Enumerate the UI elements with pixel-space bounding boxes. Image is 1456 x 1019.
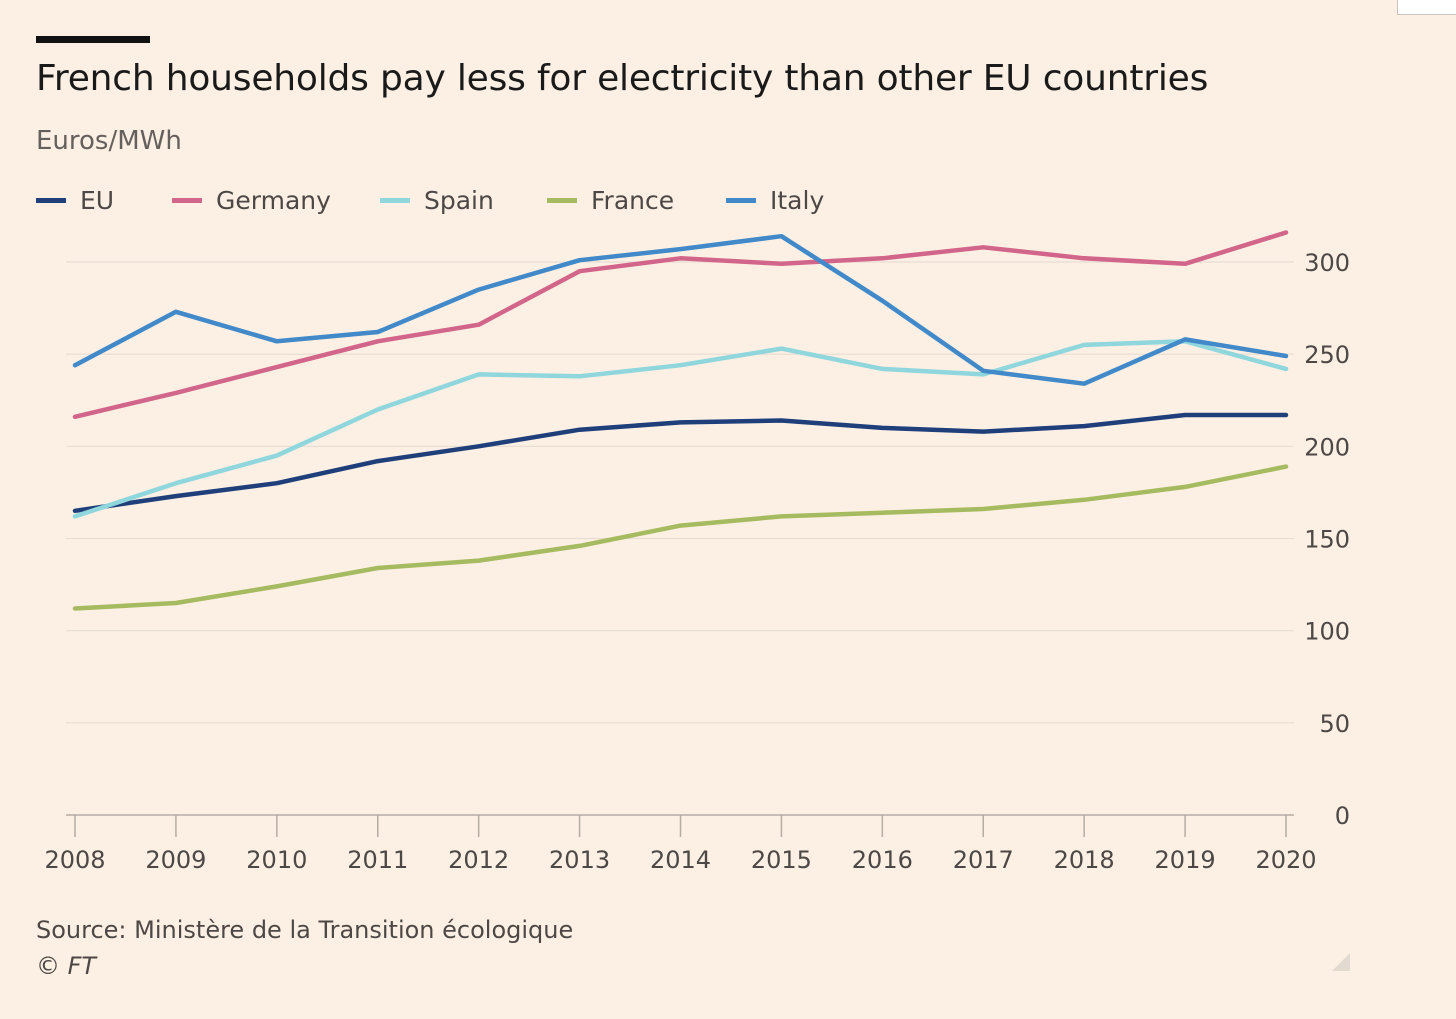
legend-label-eu: EU bbox=[80, 186, 115, 215]
legend-swatch-germany bbox=[172, 198, 202, 203]
header-rule bbox=[36, 36, 150, 43]
x-tick-label-2018: 2018 bbox=[1054, 846, 1115, 874]
y-tick-label-300: 300 bbox=[1304, 249, 1350, 277]
x-tick-label-2016: 2016 bbox=[852, 846, 913, 874]
x-tick-label-2010: 2010 bbox=[246, 846, 307, 874]
y-tick-label-200: 200 bbox=[1304, 433, 1350, 461]
y-tick-label-150: 150 bbox=[1304, 526, 1350, 554]
x-tick-label-2013: 2013 bbox=[549, 846, 610, 874]
series-line-italy bbox=[72, 233, 1289, 386]
y-tick-label-250: 250 bbox=[1304, 341, 1350, 369]
source-note: Source: Ministère de la Transition écolo… bbox=[36, 916, 574, 944]
series-line-germany bbox=[72, 230, 1289, 420]
legend-swatch-france bbox=[547, 198, 577, 203]
x-tick-label-2015: 2015 bbox=[751, 846, 812, 874]
x-tick-label-2011: 2011 bbox=[347, 846, 408, 874]
series-line-eu bbox=[72, 412, 1289, 514]
y-tick-label-50: 50 bbox=[1319, 710, 1350, 738]
legend-label-france: France bbox=[591, 186, 675, 215]
x-tick-label-2014: 2014 bbox=[650, 846, 711, 874]
y-tick-label-0: 0 bbox=[1335, 802, 1350, 830]
copyright-credit: © FT bbox=[36, 952, 97, 980]
x-tick-label-2019: 2019 bbox=[1155, 846, 1216, 874]
resize-grip-icon[interactable] bbox=[1332, 953, 1350, 971]
window-corner-box bbox=[1397, 0, 1456, 15]
legend-swatch-eu bbox=[36, 198, 66, 203]
x-tick-label-2009: 2009 bbox=[145, 846, 206, 874]
legend-swatch-italy bbox=[726, 198, 756, 203]
legend-swatch-spain bbox=[380, 198, 410, 203]
legend-label-italy: Italy bbox=[770, 186, 825, 215]
series-line-spain bbox=[72, 339, 1289, 519]
x-tick-label-2020: 2020 bbox=[1255, 846, 1316, 874]
series-line-france bbox=[72, 464, 1289, 611]
legend-label-germany: Germany bbox=[216, 186, 331, 215]
x-tick-label-2008: 2008 bbox=[44, 846, 105, 874]
chart-title: French households pay less for electrici… bbox=[36, 58, 1209, 99]
x-tick-label-2017: 2017 bbox=[953, 846, 1014, 874]
legend-label-spain: Spain bbox=[424, 186, 494, 215]
y-axis-unit-label: Euros/MWh bbox=[36, 126, 182, 156]
y-tick-label-100: 100 bbox=[1304, 618, 1350, 646]
x-tick-label-2012: 2012 bbox=[448, 846, 509, 874]
